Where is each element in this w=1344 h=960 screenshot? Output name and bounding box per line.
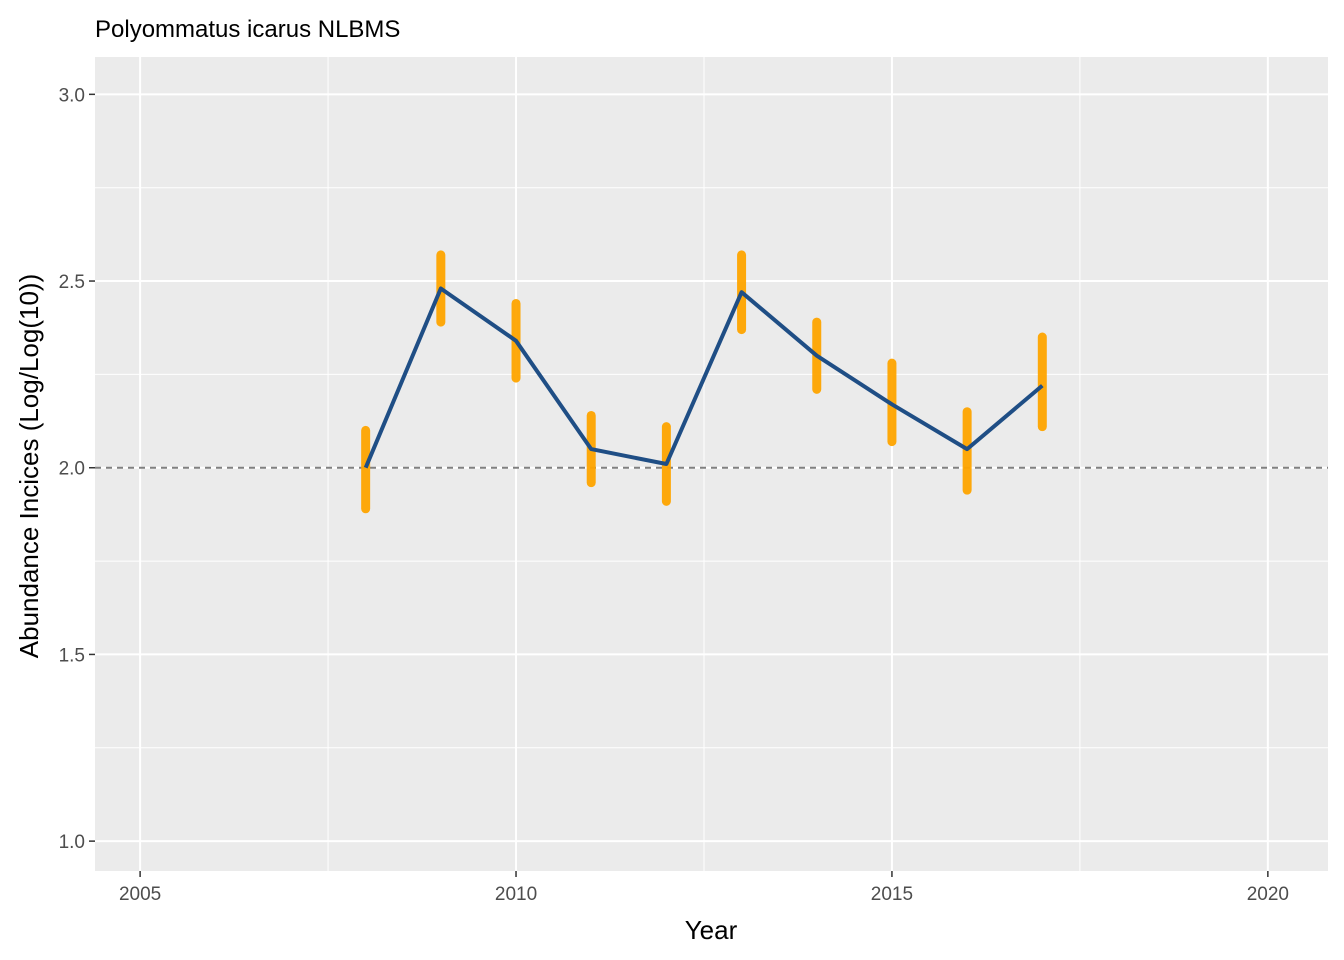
- chart-title: Polyommatus icarus NLBMS: [95, 16, 400, 43]
- y-tick-label: 2.0: [59, 459, 85, 480]
- y-axis: 1.0 1.5 2.0 2.5 3.0: [59, 85, 95, 853]
- x-tick-label: 2020: [1247, 884, 1289, 905]
- x-tick-label: 2015: [871, 884, 913, 905]
- x-axis-title: Year: [685, 915, 738, 945]
- x-axis: 2005 2010 2015 2020: [119, 871, 1289, 905]
- y-axis-title: Abundance Incices (Log/Log(10)): [14, 274, 44, 658]
- y-tick-label: 3.0: [59, 85, 85, 106]
- y-tick-label: 2.5: [59, 272, 85, 293]
- x-tick-label: 2010: [495, 884, 537, 905]
- minor-gridlines: [95, 57, 1328, 871]
- series-line: [363, 286, 1044, 469]
- y-tick-label: 1.0: [59, 832, 85, 853]
- plot-panel: [95, 57, 1328, 871]
- x-tick-label: 2005: [119, 884, 161, 905]
- y-tick-label: 1.5: [59, 645, 85, 666]
